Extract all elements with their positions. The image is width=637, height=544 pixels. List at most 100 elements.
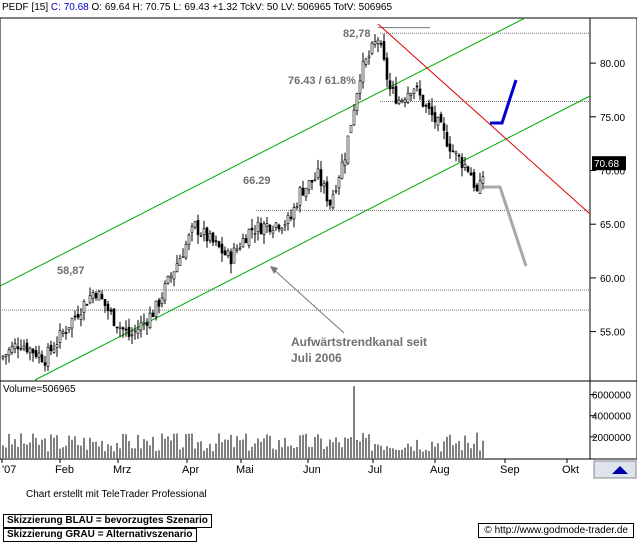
legend-grey: Skizzierung GRAU = Alternativszenario	[3, 528, 197, 542]
label-level-66: 66.29	[243, 175, 271, 187]
candle-body	[394, 85, 398, 104]
candle-body	[157, 299, 161, 307]
candle-body	[451, 150, 455, 153]
volume-label: Volume=506965	[3, 384, 76, 395]
candle-body	[130, 334, 134, 337]
candle-body	[412, 88, 416, 94]
candle-body	[43, 362, 47, 366]
candle-body	[268, 224, 272, 232]
candle-body	[355, 93, 359, 111]
candle-body	[121, 327, 125, 330]
alternative-scenario	[484, 185, 528, 267]
scroll-arrow-icon[interactable]	[612, 466, 628, 474]
candle-body	[202, 228, 206, 235]
y-tick-label: 55.00	[600, 328, 625, 339]
candle-body	[10, 346, 14, 353]
candle-body	[424, 104, 428, 107]
copyright-icon: ©	[484, 525, 492, 536]
preferred-scenario	[490, 79, 518, 125]
candle-body	[244, 238, 248, 244]
candle-body	[67, 327, 71, 331]
candle-body	[4, 354, 8, 357]
candle-body	[280, 227, 284, 231]
candle-body	[13, 343, 17, 349]
candle-body	[196, 220, 200, 235]
candle-body	[226, 250, 230, 257]
quote-details: O: 69.64 H: 70.75 L: 69.43 +1.32 TckV: 5…	[91, 2, 393, 13]
x-tick-label: Okt	[562, 464, 579, 476]
candle-body	[469, 172, 473, 176]
candle-body	[220, 243, 224, 254]
candle-body	[370, 42, 374, 54]
candle-body	[283, 224, 287, 227]
x-tick-label: Jun	[303, 464, 321, 476]
candle-body	[118, 326, 122, 329]
candle-body	[151, 312, 155, 318]
x-tick-label: Mai	[236, 464, 254, 476]
candle-body	[214, 240, 218, 242]
candle-body	[88, 295, 92, 304]
label-high: 82,78	[343, 28, 371, 40]
candle-body	[304, 187, 308, 197]
chart-header: PEDF [15] C: 70.68 O: 69.64 H: 70.75 L: …	[2, 2, 392, 13]
candle-body	[295, 206, 299, 208]
candle-body	[109, 309, 113, 312]
url-box[interactable]: © http://www.godmode-trader.de	[478, 523, 634, 538]
candle-body	[415, 85, 419, 88]
candle-body	[115, 326, 119, 329]
candle-body	[481, 176, 485, 184]
candle-body	[286, 215, 290, 224]
candle-body	[49, 344, 53, 352]
y-tick-label: 65.00	[600, 220, 625, 231]
candle-body	[58, 330, 62, 343]
candle-body	[169, 275, 173, 279]
channel-upper	[0, 17, 526, 287]
legend-blue: Skizzierung BLAU = bevorzugtes Szenario	[3, 514, 212, 528]
candle-body	[475, 184, 479, 191]
candle-body	[478, 180, 482, 194]
candle-body	[148, 312, 152, 328]
candle-body	[271, 230, 275, 234]
candle-body	[52, 348, 56, 353]
volume-tick-label: 4000000	[592, 412, 631, 423]
candle-body	[1, 355, 5, 359]
channel-lower	[34, 95, 591, 381]
y-tick-label: 70.00	[600, 167, 625, 178]
candle-body	[184, 243, 188, 259]
candle-body	[328, 199, 332, 206]
candle-body	[409, 93, 413, 96]
candle-body	[388, 80, 392, 90]
candle-body	[436, 117, 440, 126]
candle-body	[73, 315, 77, 318]
label-channel-1: Aufwärtstrendkanal seit	[291, 335, 427, 349]
candle-body	[382, 41, 386, 60]
candle-body	[292, 207, 296, 220]
candle-body	[208, 233, 212, 241]
candle-body	[454, 151, 458, 154]
candle-body	[16, 346, 20, 350]
candle-body	[127, 326, 131, 337]
candle-body	[367, 55, 371, 58]
candle-body	[34, 350, 38, 357]
candle-body	[40, 354, 44, 363]
candle-body	[37, 352, 41, 358]
chart-credit: Chart erstellt mit TeleTrader Profession…	[26, 489, 207, 500]
url-link[interactable]: http://www.godmode-trader.de	[494, 525, 628, 536]
candle-body	[112, 308, 116, 326]
candle-body	[403, 99, 407, 103]
symbol-label: PEDF [15]	[2, 2, 49, 13]
candle-body	[463, 164, 467, 168]
candle-body	[265, 223, 269, 227]
candle-body	[349, 124, 353, 134]
scroll-control[interactable]	[593, 460, 637, 479]
candle-body	[307, 180, 311, 190]
candle-body	[187, 234, 191, 245]
candle-body	[82, 301, 86, 313]
candle-body	[70, 318, 74, 329]
label-channel-2: Juli 2006	[291, 351, 342, 365]
candle-body	[430, 106, 434, 116]
candle-body	[28, 347, 32, 354]
candle-body	[343, 159, 347, 166]
x-tick-label: '07	[2, 464, 16, 476]
x-tick-label: Jul	[368, 464, 382, 476]
